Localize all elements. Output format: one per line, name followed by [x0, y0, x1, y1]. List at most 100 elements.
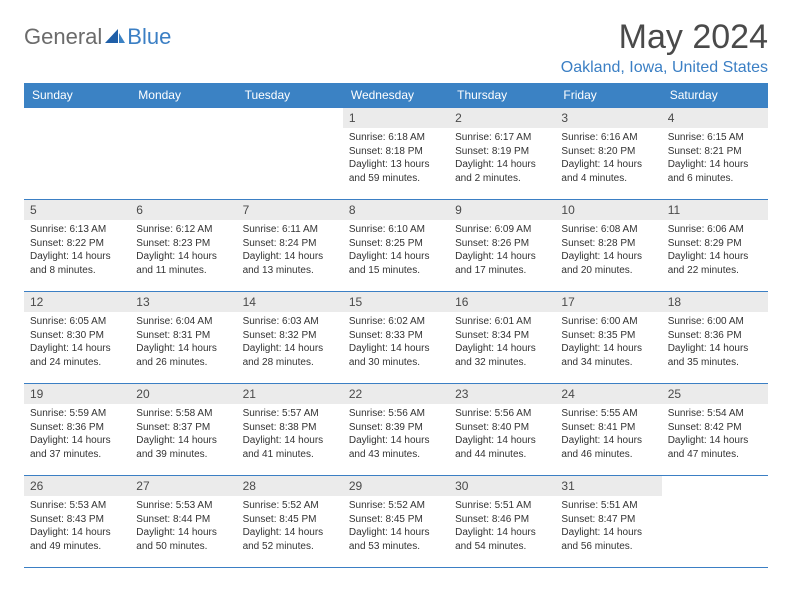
logo-sail-icon	[105, 29, 125, 43]
calendar-cell: 18Sunrise: 6:00 AMSunset: 8:36 PMDayligh…	[662, 292, 768, 384]
sunrise-line: Sunrise: 6:00 AM	[561, 315, 655, 329]
daylight-line: Daylight: 14 hours and 47 minutes.	[668, 434, 762, 461]
day-number: 17	[555, 292, 661, 312]
calendar-cell: 31Sunrise: 5:51 AMSunset: 8:47 PMDayligh…	[555, 476, 661, 568]
day-data: Sunrise: 5:53 AMSunset: 8:44 PMDaylight:…	[130, 496, 236, 557]
daylight-line: Daylight: 14 hours and 6 minutes.	[668, 158, 762, 185]
calendar-cell: 7Sunrise: 6:11 AMSunset: 8:24 PMDaylight…	[237, 200, 343, 292]
day-data: Sunrise: 5:52 AMSunset: 8:45 PMDaylight:…	[343, 496, 449, 557]
daylight-line: Daylight: 14 hours and 17 minutes.	[455, 250, 549, 277]
day-number: 29	[343, 476, 449, 496]
calendar-row: 19Sunrise: 5:59 AMSunset: 8:36 PMDayligh…	[24, 384, 768, 476]
sunrise-line: Sunrise: 6:15 AM	[668, 131, 762, 145]
day-data: Sunrise: 5:59 AMSunset: 8:36 PMDaylight:…	[24, 404, 130, 465]
calendar-cell: 23Sunrise: 5:56 AMSunset: 8:40 PMDayligh…	[449, 384, 555, 476]
daylight-line: Daylight: 14 hours and 50 minutes.	[136, 526, 230, 553]
daylight-line: Daylight: 14 hours and 20 minutes.	[561, 250, 655, 277]
sunset-line: Sunset: 8:43 PM	[30, 513, 124, 527]
sunset-line: Sunset: 8:21 PM	[668, 145, 762, 159]
daylight-line: Daylight: 14 hours and 26 minutes.	[136, 342, 230, 369]
sunset-line: Sunset: 8:22 PM	[30, 237, 124, 251]
daylight-line: Daylight: 14 hours and 24 minutes.	[30, 342, 124, 369]
sunrise-line: Sunrise: 5:56 AM	[349, 407, 443, 421]
calendar-cell: 3Sunrise: 6:16 AMSunset: 8:20 PMDaylight…	[555, 108, 661, 200]
sunset-line: Sunset: 8:29 PM	[668, 237, 762, 251]
sunset-line: Sunset: 8:42 PM	[668, 421, 762, 435]
daylight-line: Daylight: 14 hours and 28 minutes.	[243, 342, 337, 369]
sunset-line: Sunset: 8:45 PM	[349, 513, 443, 527]
sunrise-line: Sunrise: 6:11 AM	[243, 223, 337, 237]
sunset-line: Sunset: 8:36 PM	[30, 421, 124, 435]
calendar-cell: 6Sunrise: 6:12 AMSunset: 8:23 PMDaylight…	[130, 200, 236, 292]
sunrise-line: Sunrise: 6:03 AM	[243, 315, 337, 329]
day-data: Sunrise: 6:16 AMSunset: 8:20 PMDaylight:…	[555, 128, 661, 189]
calendar-row: 5Sunrise: 6:13 AMSunset: 8:22 PMDaylight…	[24, 200, 768, 292]
day-number: 12	[24, 292, 130, 312]
weekday-row: SundayMondayTuesdayWednesdayThursdayFrid…	[24, 83, 768, 108]
daylight-line: Daylight: 14 hours and 34 minutes.	[561, 342, 655, 369]
sunset-line: Sunset: 8:26 PM	[455, 237, 549, 251]
weekday-header: Friday	[555, 83, 661, 108]
day-data: Sunrise: 6:08 AMSunset: 8:28 PMDaylight:…	[555, 220, 661, 281]
sunrise-line: Sunrise: 6:13 AM	[30, 223, 124, 237]
sunrise-line: Sunrise: 6:08 AM	[561, 223, 655, 237]
sunset-line: Sunset: 8:35 PM	[561, 329, 655, 343]
day-data: Sunrise: 5:51 AMSunset: 8:46 PMDaylight:…	[449, 496, 555, 557]
day-number: 19	[24, 384, 130, 404]
day-number: 2	[449, 108, 555, 128]
sunset-line: Sunset: 8:37 PM	[136, 421, 230, 435]
sunrise-line: Sunrise: 5:51 AM	[561, 499, 655, 513]
sunset-line: Sunset: 8:33 PM	[349, 329, 443, 343]
daylight-line: Daylight: 14 hours and 11 minutes.	[136, 250, 230, 277]
calendar-cell: 30Sunrise: 5:51 AMSunset: 8:46 PMDayligh…	[449, 476, 555, 568]
calendar-cell: 1Sunrise: 6:18 AMSunset: 8:18 PMDaylight…	[343, 108, 449, 200]
day-data: Sunrise: 6:12 AMSunset: 8:23 PMDaylight:…	[130, 220, 236, 281]
logo-text-blue: Blue	[127, 24, 171, 50]
day-number: 3	[555, 108, 661, 128]
sunrise-line: Sunrise: 6:12 AM	[136, 223, 230, 237]
daylight-line: Daylight: 14 hours and 53 minutes.	[349, 526, 443, 553]
daylight-line: Daylight: 14 hours and 32 minutes.	[455, 342, 549, 369]
day-number: 5	[24, 200, 130, 220]
day-number: 7	[237, 200, 343, 220]
weekday-header: Wednesday	[343, 83, 449, 108]
day-number: 31	[555, 476, 661, 496]
day-number: 10	[555, 200, 661, 220]
calendar-cell-empty	[237, 108, 343, 200]
sunrise-line: Sunrise: 5:56 AM	[455, 407, 549, 421]
sunrise-line: Sunrise: 6:17 AM	[455, 131, 549, 145]
sunrise-line: Sunrise: 5:53 AM	[136, 499, 230, 513]
calendar-cell: 15Sunrise: 6:02 AMSunset: 8:33 PMDayligh…	[343, 292, 449, 384]
sunrise-line: Sunrise: 5:57 AM	[243, 407, 337, 421]
day-data: Sunrise: 6:05 AMSunset: 8:30 PMDaylight:…	[24, 312, 130, 373]
day-number: 15	[343, 292, 449, 312]
day-number: 11	[662, 200, 768, 220]
day-data: Sunrise: 5:58 AMSunset: 8:37 PMDaylight:…	[130, 404, 236, 465]
day-data: Sunrise: 6:10 AMSunset: 8:25 PMDaylight:…	[343, 220, 449, 281]
calendar-cell: 20Sunrise: 5:58 AMSunset: 8:37 PMDayligh…	[130, 384, 236, 476]
daylight-line: Daylight: 13 hours and 59 minutes.	[349, 158, 443, 185]
sunrise-line: Sunrise: 5:54 AM	[668, 407, 762, 421]
sunset-line: Sunset: 8:36 PM	[668, 329, 762, 343]
daylight-line: Daylight: 14 hours and 37 minutes.	[30, 434, 124, 461]
daylight-line: Daylight: 14 hours and 35 minutes.	[668, 342, 762, 369]
sunrise-line: Sunrise: 6:00 AM	[668, 315, 762, 329]
day-data: Sunrise: 5:55 AMSunset: 8:41 PMDaylight:…	[555, 404, 661, 465]
calendar-cell: 27Sunrise: 5:53 AMSunset: 8:44 PMDayligh…	[130, 476, 236, 568]
day-data: Sunrise: 5:57 AMSunset: 8:38 PMDaylight:…	[237, 404, 343, 465]
day-data: Sunrise: 5:53 AMSunset: 8:43 PMDaylight:…	[24, 496, 130, 557]
sunset-line: Sunset: 8:23 PM	[136, 237, 230, 251]
logo-text-general: General	[24, 24, 102, 50]
sunset-line: Sunset: 8:24 PM	[243, 237, 337, 251]
day-data: Sunrise: 6:00 AMSunset: 8:35 PMDaylight:…	[555, 312, 661, 373]
sunset-line: Sunset: 8:46 PM	[455, 513, 549, 527]
daylight-line: Daylight: 14 hours and 8 minutes.	[30, 250, 124, 277]
sunset-line: Sunset: 8:30 PM	[30, 329, 124, 343]
sunrise-line: Sunrise: 6:06 AM	[668, 223, 762, 237]
sunset-line: Sunset: 8:47 PM	[561, 513, 655, 527]
calendar-cell: 22Sunrise: 5:56 AMSunset: 8:39 PMDayligh…	[343, 384, 449, 476]
day-number: 30	[449, 476, 555, 496]
sunrise-line: Sunrise: 5:59 AM	[30, 407, 124, 421]
page-title: May 2024	[561, 18, 768, 57]
sunrise-line: Sunrise: 5:51 AM	[455, 499, 549, 513]
